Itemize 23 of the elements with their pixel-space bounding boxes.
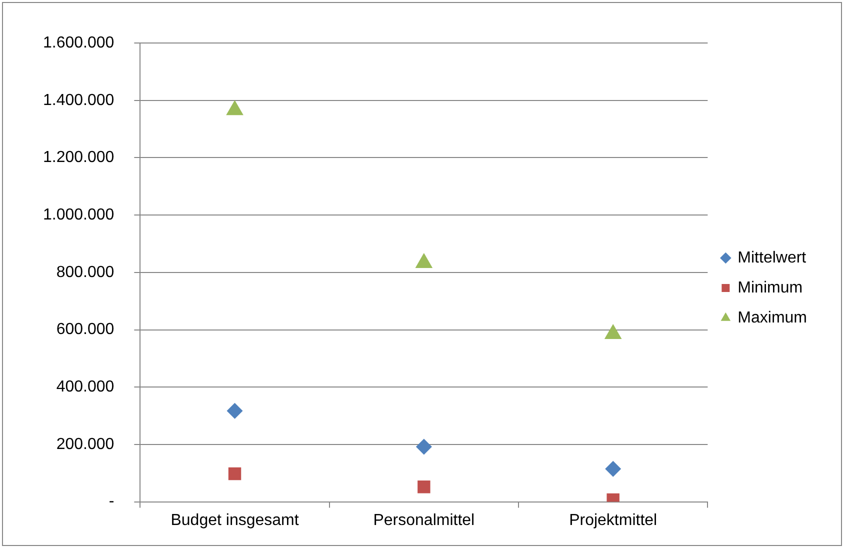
x-tick-label: Personalmittel bbox=[373, 512, 475, 529]
point bbox=[226, 100, 244, 116]
point bbox=[228, 467, 242, 480]
y-tick-label: 600.000 bbox=[56, 321, 114, 338]
y-tick-label: 1.000.000 bbox=[42, 206, 114, 224]
point bbox=[418, 480, 430, 494]
legend-label: Maximum bbox=[738, 309, 808, 326]
x-tick-label: Projektmittel bbox=[569, 512, 658, 529]
point bbox=[415, 252, 433, 268]
y-tick-label: 800.000 bbox=[56, 264, 114, 281]
point bbox=[605, 460, 622, 477]
y-tick-label: 1.600.000 bbox=[42, 34, 114, 52]
y-tick-label: 1.200.000 bbox=[42, 149, 114, 166]
point bbox=[416, 438, 432, 455]
y-tick-label: 200.000 bbox=[56, 436, 114, 453]
y-tick-label: 400.000 bbox=[56, 378, 114, 396]
point bbox=[226, 402, 243, 419]
point bbox=[604, 324, 622, 340]
legend-label: Mittelwert bbox=[738, 249, 807, 266]
y-tick-label: - bbox=[108, 493, 114, 510]
legend-label: Minimum bbox=[738, 279, 803, 296]
x-tick-label: Budget insgesamt bbox=[170, 512, 300, 529]
y-tick-label: 1.400.000 bbox=[42, 92, 114, 109]
